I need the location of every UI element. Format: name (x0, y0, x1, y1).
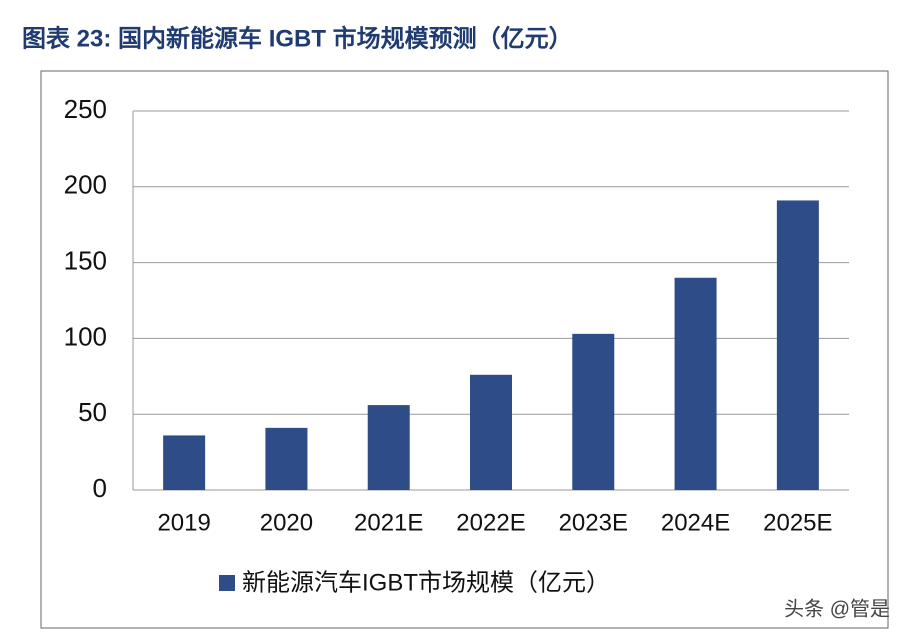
chart-title: 图表 23: 国内新能源车 IGBT 市场规模预测（亿元） (22, 24, 573, 52)
x-tick-label: 2019 (157, 509, 210, 536)
bar (470, 374, 512, 490)
bar (367, 405, 410, 490)
watermark: 头条 @管是 (784, 597, 890, 620)
y-tick-label: 200 (64, 170, 107, 200)
x-tick-label: 2021E (354, 509, 423, 536)
y-tick-label: 50 (78, 397, 107, 427)
x-tick-label: 2022E (456, 509, 525, 536)
bar (572, 333, 615, 490)
bar (265, 427, 308, 490)
x-tick-label: 2024E (661, 509, 730, 536)
x-tick-label: 2023E (559, 509, 628, 536)
chart-frame (40, 70, 889, 629)
bar (163, 435, 206, 490)
x-tick-label: 2020 (260, 509, 313, 536)
legend-label: 新能源汽车IGBT市场规模（亿元） (242, 569, 610, 596)
bar (776, 200, 819, 490)
legend-swatch (219, 575, 235, 591)
y-tick-label: 0 (93, 473, 107, 503)
y-tick-label: 250 (64, 94, 107, 124)
x-tick-label: 2025E (763, 509, 832, 536)
y-tick-label: 100 (64, 321, 107, 351)
bar (674, 277, 717, 490)
y-tick-label: 150 (64, 245, 107, 275)
